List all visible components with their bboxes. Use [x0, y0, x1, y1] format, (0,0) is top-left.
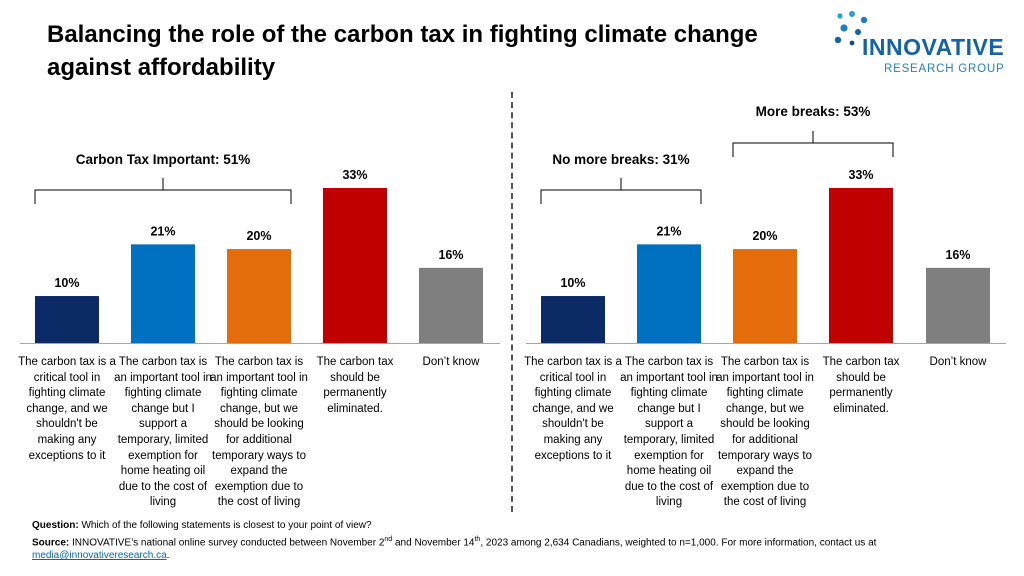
bar — [227, 249, 291, 343]
bar — [733, 249, 797, 343]
category-label: The carbon tax should be permanently eli… — [822, 356, 900, 415]
category-label: The carbon tax is an important tool in f… — [210, 356, 308, 509]
source-text: , 2023 among 2,634 Canadians, weighted t… — [480, 536, 877, 548]
data-label: 10% — [560, 276, 585, 290]
footer: Question: Which of the following stateme… — [32, 519, 992, 563]
source-line: Source: INNOVATIVE’s national online sur… — [32, 533, 992, 550]
bar — [419, 267, 483, 343]
logo-subtitle: RESEARCH GROUP — [884, 63, 1005, 75]
bracket-label: No more breaks: 31% — [552, 152, 689, 167]
logo-dots-icon — [834, 11, 868, 46]
charts-canvas: 10% 21% 20% 33% 16% Carbon Tax Important: 51%… — [20, 104, 1006, 344]
source-sup: nd — [384, 535, 393, 543]
bar — [829, 188, 893, 343]
contact-line: media@innovativeresearch.ca. — [32, 549, 992, 563]
group-bracket — [732, 131, 894, 157]
bracket-label: More breaks: 53% — [756, 104, 871, 119]
data-label: 21% — [150, 224, 175, 238]
chart-divider — [511, 92, 513, 512]
bar — [323, 188, 387, 343]
bar — [637, 244, 701, 343]
category-label: The carbon tax is a critical tool in fig… — [18, 356, 116, 462]
question-text: Which of the following statements is clo… — [78, 520, 372, 531]
company-logo: INNOVATIVE RESEARCH GROUP — [832, 10, 1017, 82]
bar — [131, 244, 195, 343]
source-text: and November 14 — [392, 536, 475, 548]
source-label: Source: — [32, 536, 70, 548]
bracket-label: Carbon Tax Important: 51% — [76, 152, 251, 167]
category-label: Don’t know — [929, 356, 987, 368]
data-label: 10% — [54, 276, 79, 290]
data-label: 16% — [945, 248, 970, 262]
data-label: 20% — [246, 229, 271, 243]
category-label: The carbon tax is an important tool in f… — [114, 356, 212, 509]
data-label: 33% — [342, 168, 367, 182]
bar — [35, 296, 99, 343]
question-label: Question: — [32, 520, 79, 531]
contact-email-link[interactable]: media@innovativeresearch.ca — [32, 550, 167, 562]
question-line: Question: Which of the following stateme… — [32, 519, 992, 533]
group-bracket — [34, 178, 292, 204]
group-bracket — [540, 178, 702, 204]
page-title: Balancing the role of the carbon tax in … — [47, 21, 758, 81]
data-label: 21% — [656, 224, 681, 238]
category-label: Don’t know — [422, 356, 480, 368]
data-label: 16% — [438, 248, 463, 262]
category-label: The carbon tax is an important tool in f… — [716, 356, 814, 509]
category-label: The carbon tax is an important tool in f… — [620, 356, 718, 509]
data-label: 33% — [848, 168, 873, 182]
source-end: . — [166, 550, 170, 562]
category-label: The carbon tax should be permanently eli… — [316, 356, 394, 415]
bar — [926, 267, 990, 343]
source-sup: th — [474, 535, 481, 543]
bar — [541, 296, 605, 343]
logo-name: INNOVATIVE — [862, 34, 1005, 60]
source-text: INNOVATIVE’s national online survey cond… — [69, 536, 385, 548]
data-label: 20% — [752, 229, 777, 243]
category-label: The carbon tax is a critical tool in fig… — [524, 356, 622, 462]
